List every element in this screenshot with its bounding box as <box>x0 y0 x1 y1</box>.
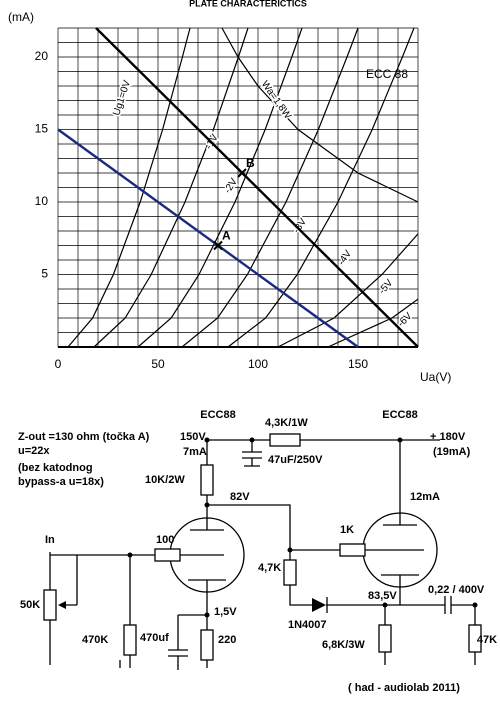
node <box>204 612 210 618</box>
note: u=22x <box>18 445 50 457</box>
operating-point <box>213 240 223 251</box>
capacitor-label: 47uF/250V <box>268 454 323 466</box>
resistor <box>200 464 214 496</box>
supply-label: + 180V <box>430 431 466 443</box>
node <box>287 547 293 553</box>
voltage: 83,5V <box>368 590 397 602</box>
x-tick-label: 0 <box>55 357 62 371</box>
node <box>472 602 478 608</box>
resistor <box>269 433 301 447</box>
curve <box>181 27 359 348</box>
node <box>249 437 255 443</box>
resistor <box>123 624 137 656</box>
resistor-label: 6,8K/3W <box>322 639 365 651</box>
operating-point <box>237 168 247 178</box>
curve-label: -4V <box>336 248 354 267</box>
resistor-label: 10K/2W <box>145 474 185 486</box>
load-line <box>95 27 419 348</box>
resistor-label: 47K <box>477 634 497 646</box>
voltage: 150V <box>180 431 206 443</box>
curve-label: -5V <box>377 277 396 296</box>
note: Z-out =130 ohm (točka A) <box>18 431 150 443</box>
tube-electrodes <box>188 529 226 581</box>
tube-label: ECC88 <box>200 409 235 421</box>
pot-label: 50K <box>20 599 40 611</box>
resistor-label: 470K <box>82 634 108 646</box>
current: (19mA) <box>433 446 471 458</box>
curve <box>67 27 191 348</box>
node <box>382 602 388 608</box>
input-label: In <box>45 534 55 546</box>
tube-annotation: ECC 88 <box>366 67 408 81</box>
resistor <box>200 629 214 661</box>
note: (bez katodnog <box>18 462 93 474</box>
chart-title: PLATE CHARACTERICTICS <box>189 0 307 8</box>
curve <box>137 27 303 348</box>
resistor <box>283 559 297 586</box>
point-label: B <box>246 156 255 170</box>
resistor-label: 4,3K/1W <box>265 417 308 429</box>
curve <box>221 27 419 203</box>
voltage: 1,5V <box>214 606 237 618</box>
capacitor-label: 470uf <box>140 632 169 644</box>
tube-electrodes <box>376 524 424 576</box>
y-tick-label: 20 <box>35 49 49 63</box>
diode <box>312 598 326 612</box>
capacitor-label: 0,22 / 400V <box>428 584 485 596</box>
diode-label: 1N4007 <box>288 619 327 631</box>
resistor-label: 100 <box>156 534 174 546</box>
curve <box>277 233 419 348</box>
resistor-label: 4,7K <box>258 562 281 574</box>
resistor <box>339 543 366 557</box>
current: 7mA <box>183 446 207 458</box>
x-tick-label: 100 <box>248 357 268 371</box>
curve-label: -3V <box>291 216 309 235</box>
y-axis-label: (mA) <box>8 10 34 24</box>
resistor-label: 220 <box>218 634 236 646</box>
load-line <box>57 128 359 348</box>
x-axis-label: Ua(V) <box>420 370 451 384</box>
resistor <box>154 548 181 562</box>
current: 12mA <box>410 491 440 503</box>
curve-label: Ug1=0V <box>111 79 133 117</box>
node <box>204 437 210 443</box>
y-tick-label: 10 <box>35 194 49 208</box>
node <box>127 552 133 558</box>
tube-leads <box>206 513 401 590</box>
x-tick-label: 50 <box>151 357 165 371</box>
capacitor <box>168 649 188 657</box>
credit: ( had - audiolab 2011) <box>348 682 460 694</box>
curve-label: -2V <box>222 176 240 195</box>
capacitor <box>444 596 452 614</box>
node <box>204 502 210 508</box>
resistor <box>468 624 482 653</box>
potentiometer <box>43 589 57 621</box>
y-tick-label: 15 <box>35 122 49 136</box>
voltage: 82V <box>230 491 250 503</box>
note: bypass-a u=18x) <box>18 476 104 488</box>
wiper <box>58 601 66 609</box>
y-tick-label: 5 <box>41 267 48 281</box>
curve <box>227 27 415 348</box>
schematic: Z-out =130 ohm (točka A) u=22x (bez kato… <box>18 409 497 694</box>
resistor <box>378 624 392 653</box>
curve <box>327 298 419 348</box>
resistor-label: 1K <box>340 524 354 536</box>
point-label: A <box>222 229 231 243</box>
node <box>397 437 403 443</box>
x-tick-label: 150 <box>348 357 368 371</box>
chart: PLATE CHARACTERICTICS (mA) Ua(V) ECC 88 … <box>8 0 451 384</box>
capacitor <box>242 451 262 467</box>
wires <box>49 439 476 670</box>
tube-label: ECC88 <box>382 409 417 421</box>
